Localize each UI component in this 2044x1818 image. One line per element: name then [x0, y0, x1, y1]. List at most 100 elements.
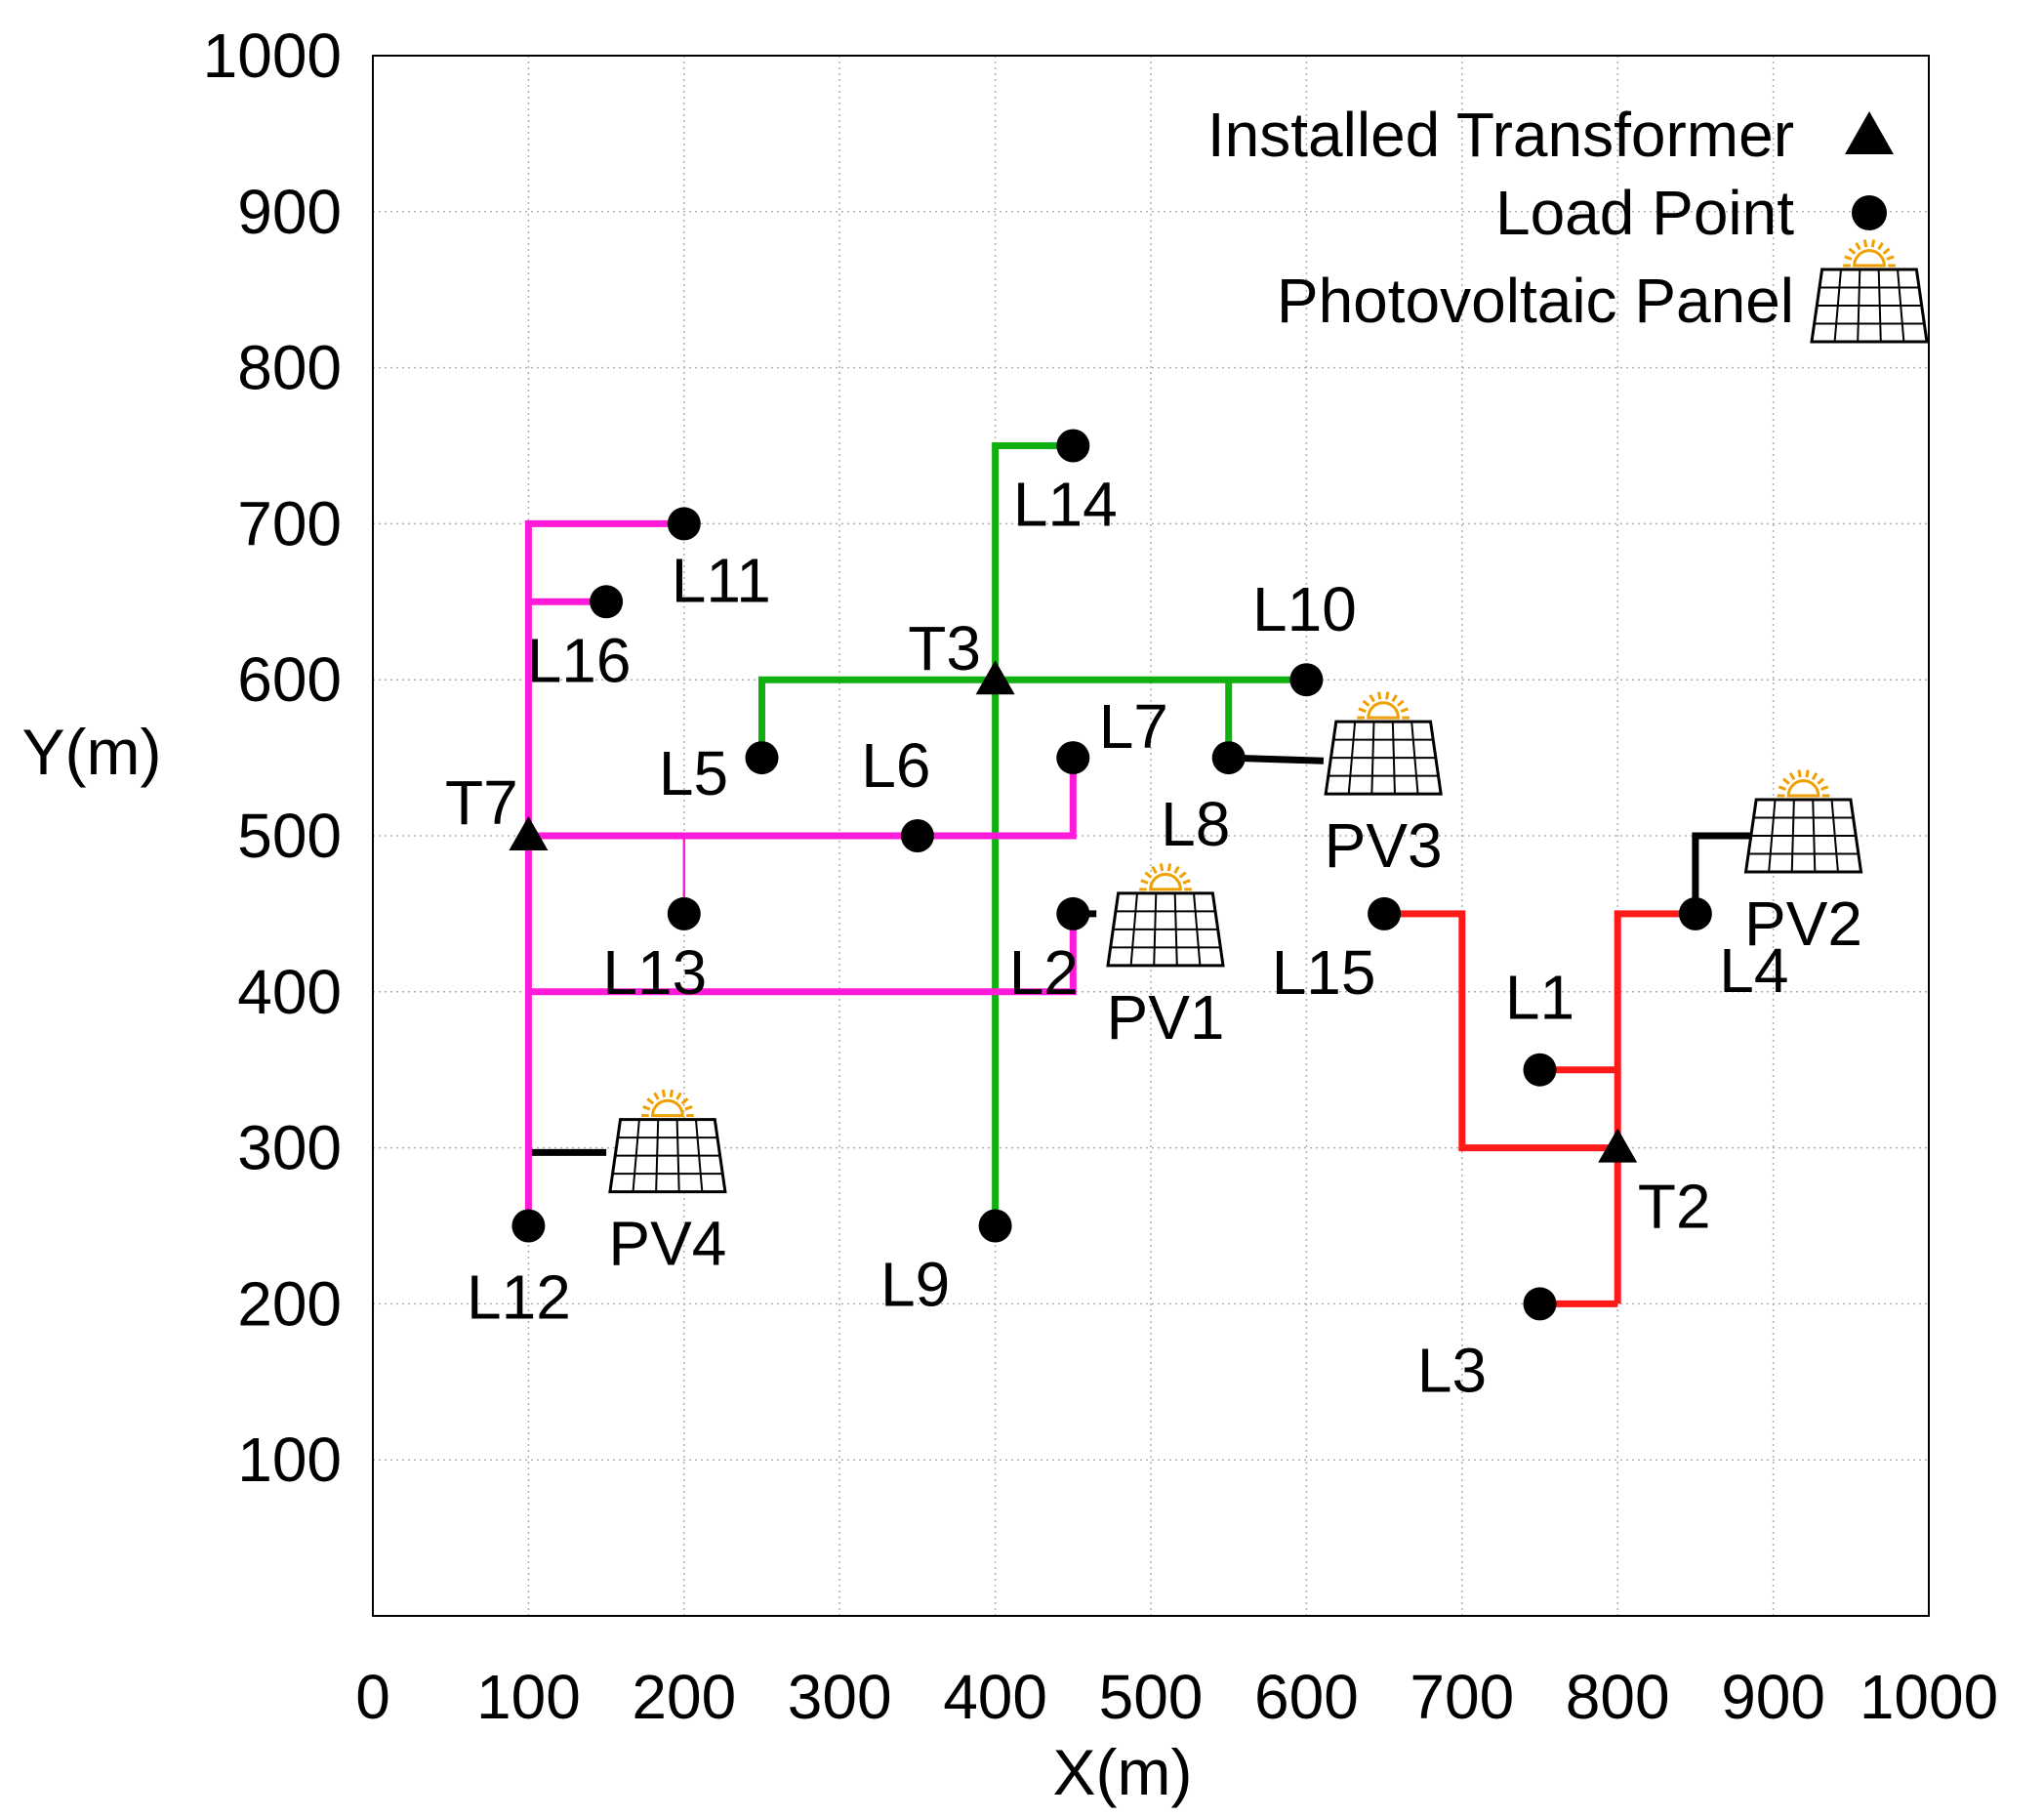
sun-ray — [661, 1089, 667, 1097]
sun-ray — [1817, 777, 1825, 785]
sun-ray — [642, 1104, 651, 1111]
sun-ray — [1797, 769, 1802, 778]
transformer-marker — [975, 660, 1015, 695]
y-tick-label: 600 — [237, 644, 342, 715]
sun-ray — [1369, 694, 1375, 703]
transformers: T3 T7 T2 — [445, 613, 1710, 1241]
plot-frame — [372, 55, 1930, 1617]
sun-ray — [1805, 769, 1810, 778]
sun-ray — [1811, 772, 1819, 781]
sun-icon — [1149, 873, 1182, 891]
transformer-marker — [509, 816, 549, 850]
panel-col-line — [1857, 269, 1861, 343]
load-point-marker — [1678, 896, 1712, 930]
sun-ray — [675, 1092, 682, 1100]
pv-link-line — [1692, 832, 1755, 914]
load-point-marker — [978, 1209, 1012, 1243]
sun-ray — [1855, 242, 1861, 251]
x-tick-label: 400 — [943, 1662, 1047, 1732]
sun-ray — [646, 1097, 655, 1105]
panel-col-line — [655, 1119, 660, 1192]
sun-ray — [1844, 255, 1853, 261]
legend-pv-icon — [1810, 239, 1929, 344]
pv-panel-icon — [1106, 863, 1225, 968]
sun-ray — [1782, 777, 1790, 785]
load-point-marker — [511, 1209, 546, 1243]
sun-ray — [1820, 785, 1829, 791]
panel-col-line — [1153, 892, 1158, 966]
panel-col-line — [1347, 722, 1357, 795]
sun-ray — [653, 1092, 660, 1100]
sun-ray — [1400, 707, 1409, 713]
sun-icon — [651, 1098, 684, 1118]
load-label: L6 — [861, 730, 930, 801]
load-points: L1 L2 L3 L4 L5 L6 L7 L8 L9 L10 L11 L12 L13 L14 L15 L16 — [467, 429, 1788, 1405]
load-point-marker — [1056, 429, 1090, 463]
x-tick-label: 900 — [1721, 1662, 1825, 1732]
pv-panels: PV1 PV2 PV3 PV4 — [608, 691, 1863, 1279]
transformer-label: T7 — [445, 767, 518, 838]
sun-ray — [669, 1089, 675, 1097]
y-tick-label: 900 — [237, 177, 342, 247]
sun-ray — [1362, 699, 1370, 707]
pv-panel-icon — [608, 1089, 727, 1194]
x-tick-label: 500 — [1099, 1662, 1204, 1732]
load-label: L2 — [1009, 937, 1079, 1008]
load-label: L3 — [1417, 1335, 1487, 1405]
load-label: L9 — [880, 1250, 950, 1320]
x-tick-label: 700 — [1410, 1662, 1514, 1732]
panel-col-line — [1193, 892, 1202, 966]
load-point-marker — [1289, 663, 1324, 697]
y-tick-labels: 100 200 300 400 500 600 700 800 900 1000 — [203, 21, 342, 1495]
pv-panel-icon — [1324, 691, 1443, 796]
x-tick-label: 1000 — [1860, 1662, 1998, 1732]
load-point-marker — [667, 507, 701, 541]
pv-panel-icon — [1743, 769, 1863, 874]
load-point-marker — [1056, 896, 1090, 930]
sun-ray — [1848, 247, 1857, 255]
sun-ray — [1877, 242, 1884, 251]
x-tick-label: 600 — [1254, 1662, 1359, 1732]
sun-ray — [1862, 239, 1868, 248]
panel-col-line — [1129, 892, 1138, 966]
load-label: L12 — [467, 1262, 571, 1333]
sun-icon — [1786, 779, 1820, 798]
sun-ray — [680, 1097, 689, 1105]
y-tick-label: 800 — [237, 333, 342, 403]
x-tick-label: 200 — [632, 1662, 736, 1732]
load-label: L5 — [659, 738, 728, 808]
feeder-line-green — [758, 676, 1307, 759]
sun-ray — [1870, 239, 1876, 248]
series-lines — [524, 442, 1696, 1307]
sun-icon — [1853, 249, 1886, 268]
sun-ray — [1182, 879, 1191, 885]
y-tick-label: 500 — [237, 801, 342, 871]
x-tick-labels: 0 100 200 300 400 500 600 700 800 900 1000 — [355, 1662, 1998, 1732]
load-point-marker — [667, 896, 701, 930]
panel-col-line — [1812, 799, 1817, 873]
feeder-line-red — [1384, 910, 1618, 1152]
sun-ray — [1358, 707, 1367, 713]
legend: Installed Transformer Load Point Photovolt… — [1207, 100, 1929, 344]
legend-label: Load Point — [1495, 178, 1794, 248]
sun-icon — [1367, 701, 1401, 720]
load-point-marker — [1368, 896, 1402, 930]
sun-ray — [1788, 772, 1796, 781]
load-point-marker — [745, 741, 779, 775]
x-tick-label: 100 — [476, 1662, 581, 1732]
x-axis-label: X(m) — [1053, 1736, 1193, 1808]
panel-col-line — [1833, 269, 1842, 343]
y-tick-label: 300 — [237, 1113, 342, 1183]
load-point-marker — [1056, 741, 1090, 775]
legend-circle-icon — [1852, 195, 1887, 230]
load-label: L7 — [1099, 691, 1168, 762]
x-tick-label: 300 — [788, 1662, 892, 1732]
transformer-label: T2 — [1638, 1172, 1711, 1242]
sun-ray — [1778, 785, 1787, 791]
feeder-line-red — [1614, 910, 1696, 1304]
sun-ray — [1166, 863, 1172, 872]
sun-ray — [1385, 691, 1390, 700]
panel-col-line — [1768, 799, 1777, 873]
panel-col-line — [1897, 269, 1905, 343]
pv-label: PV3 — [1325, 810, 1443, 881]
